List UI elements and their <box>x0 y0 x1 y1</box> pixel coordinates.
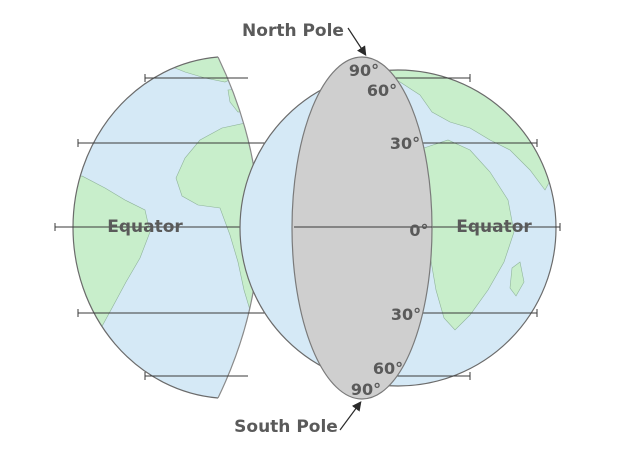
latitude-60-north: 60° <box>367 81 397 100</box>
latitude-0-equator: 0° <box>409 221 428 240</box>
south-pole-label: South Pole <box>234 417 338 437</box>
equator-label-right: Equator <box>456 217 532 237</box>
latitude-90-north: 90° <box>349 61 379 80</box>
landmass-africa-west <box>175 121 259 311</box>
cross-section-face: 90° 60° 30° 0° 30° 60° 90° <box>291 56 433 400</box>
latitude-30-south: 30° <box>391 305 421 324</box>
latitude-90-south: 90° <box>351 380 381 399</box>
north-pole-label: North Pole <box>242 21 344 41</box>
landmass-madagascar <box>509 261 525 297</box>
latitude-30-north: 30° <box>390 134 420 153</box>
equator-label-left: Equator <box>107 217 183 237</box>
latitude-60-south: 60° <box>373 359 403 378</box>
south-pole-arrow <box>339 401 362 431</box>
north-pole-arrow <box>347 27 367 57</box>
